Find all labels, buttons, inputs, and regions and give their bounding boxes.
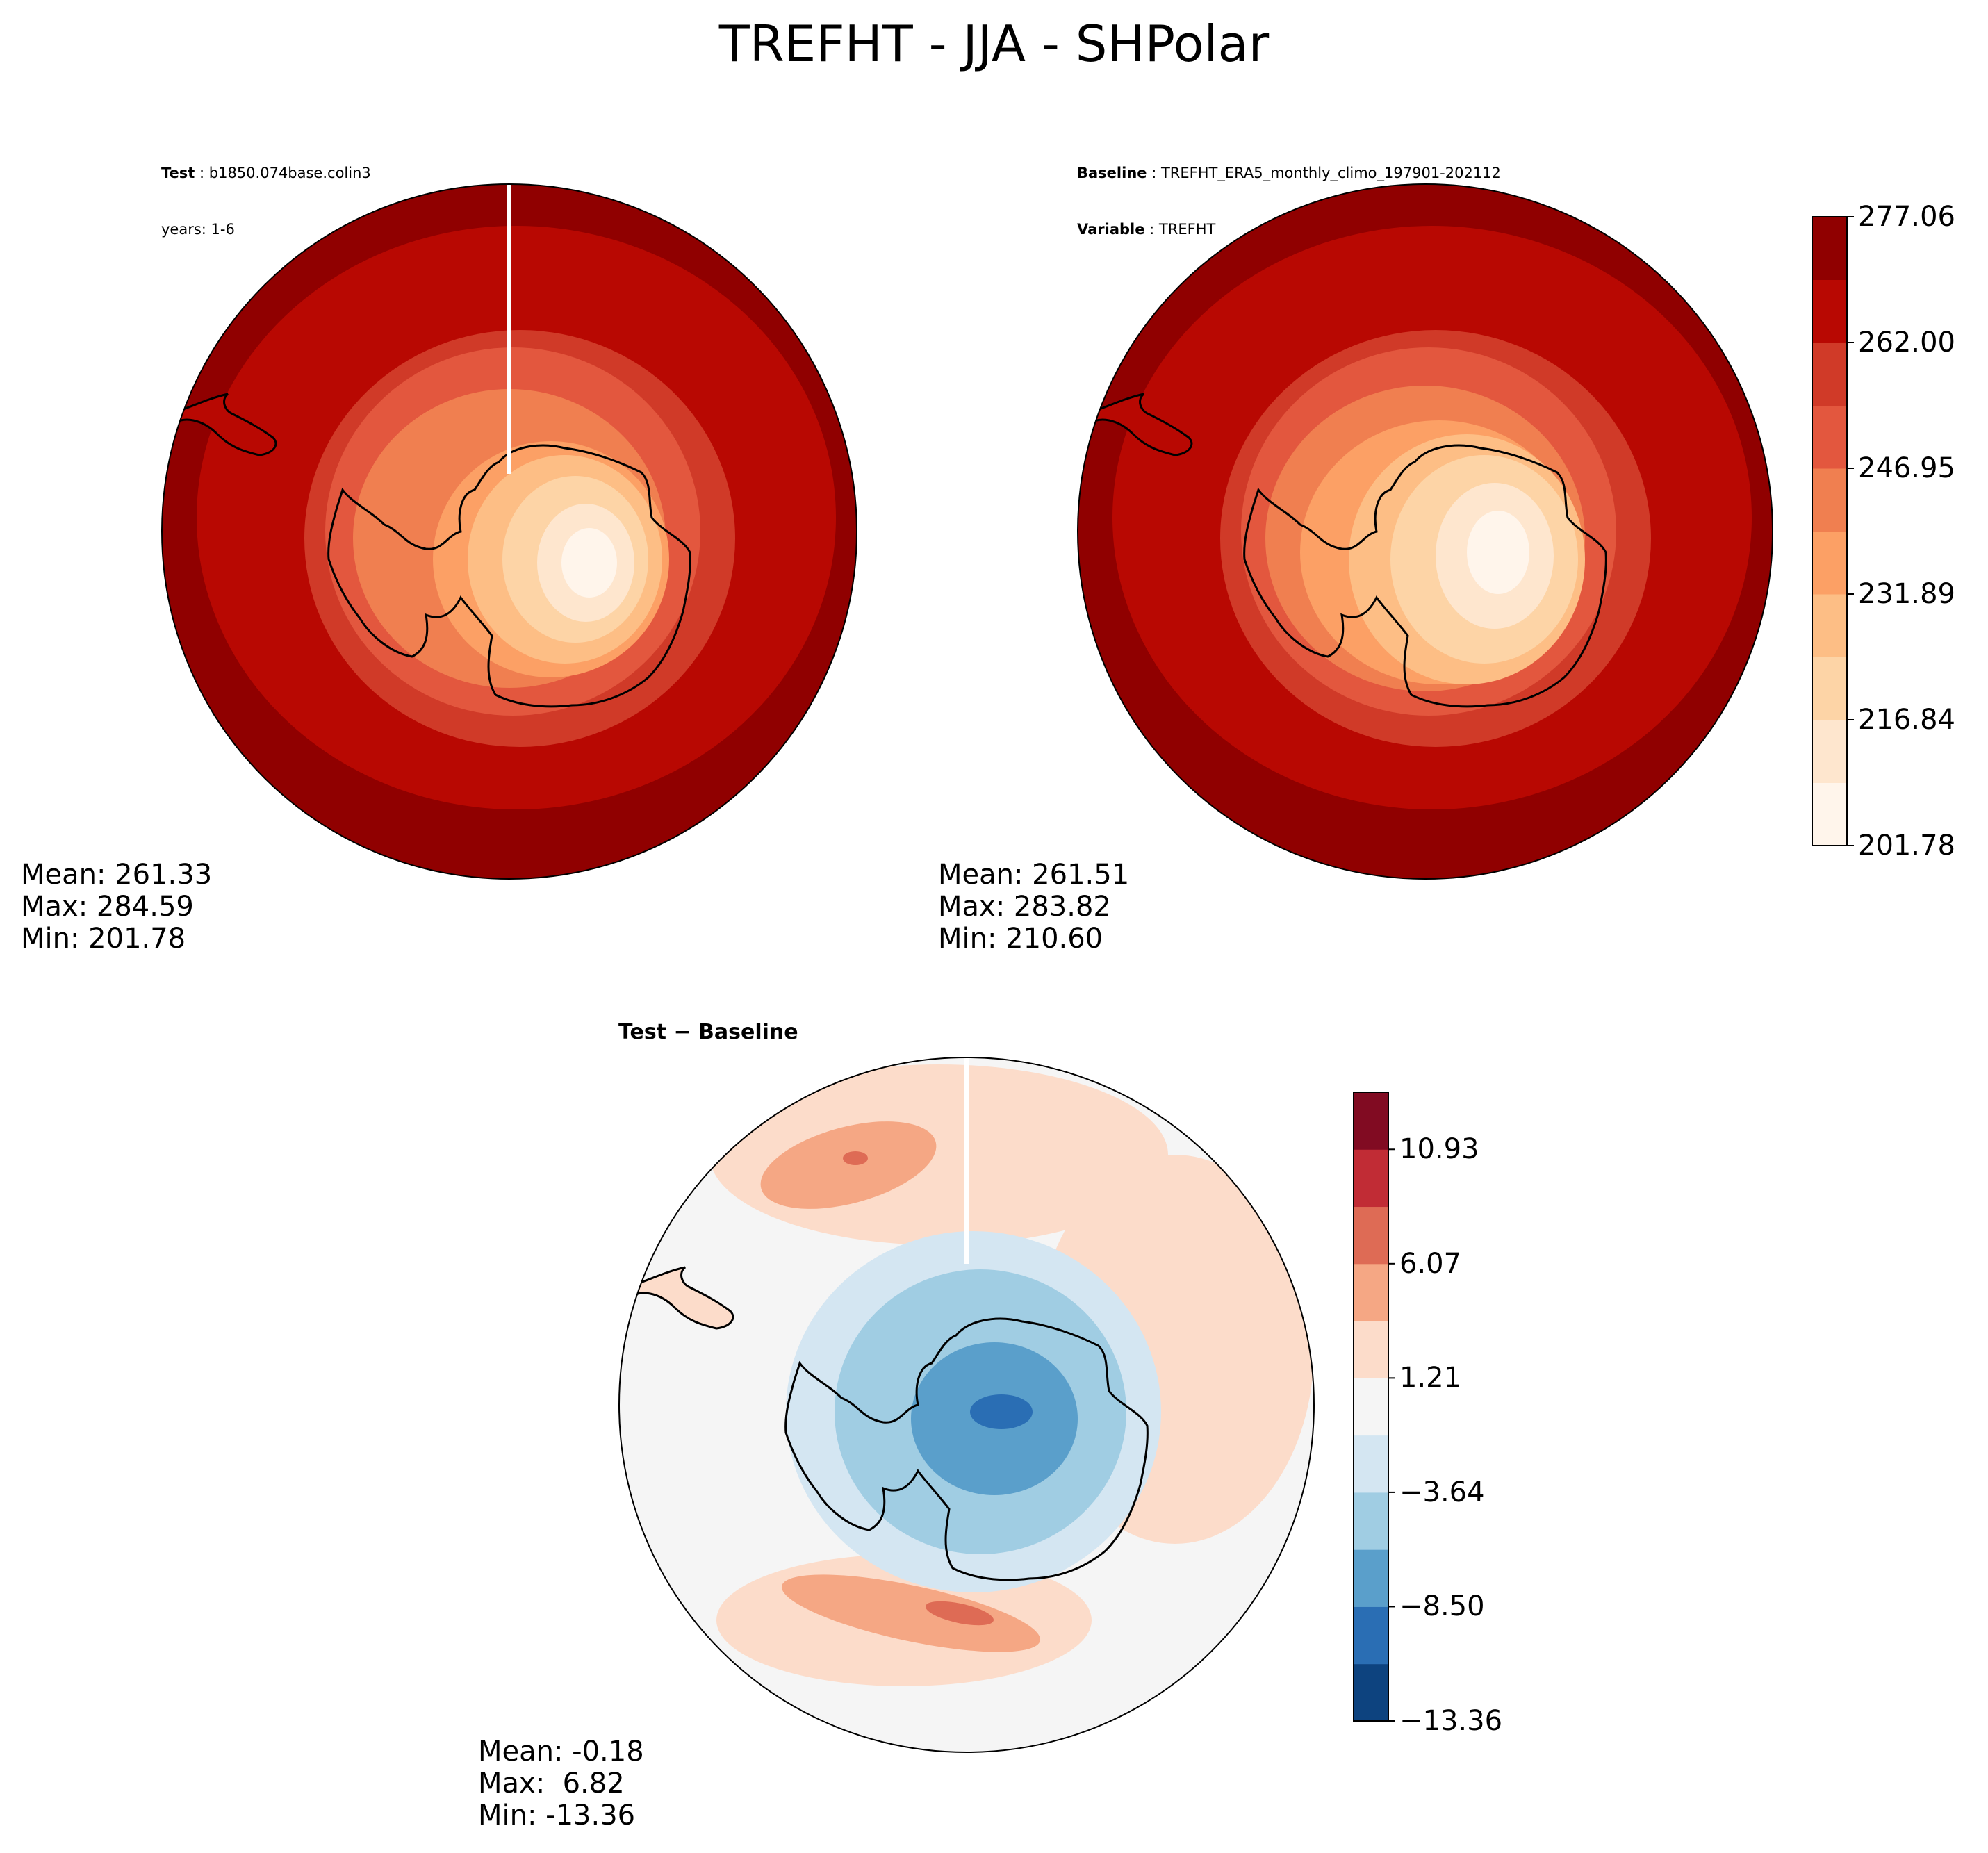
baseline-map	[1077, 183, 1773, 880]
main-colorbar-tick-label: 201.78	[1858, 830, 1955, 862]
main-colorbar-segment	[1812, 405, 1847, 469]
diff-colorbar-segment	[1354, 1149, 1388, 1208]
test-map	[161, 183, 857, 880]
main-colorbar-segment	[1812, 657, 1847, 720]
diff-meridian-seam	[964, 1057, 969, 1264]
test-map-boundary	[161, 183, 857, 880]
diff-colorbar-segment	[1354, 1492, 1388, 1550]
test-mean: Mean: 261.33	[21, 859, 213, 891]
main-colorbar-tick-label: 262.00	[1858, 327, 1955, 359]
main-colorbar-segment	[1812, 468, 1847, 532]
diff-stats: Mean: -0.18 Max: 6.82 Min: -13.36	[478, 1736, 644, 1831]
diff-colorbar-segment	[1354, 1663, 1388, 1722]
diff-title: Test − Baseline	[618, 1020, 798, 1044]
baseline-stats: Mean: 261.51 Max: 283.82 Min: 210.60	[938, 859, 1129, 955]
baseline-map-boundary	[1077, 183, 1773, 880]
main-colorbar-segment	[1812, 343, 1847, 406]
main-colorbar-tick-label: 277.06	[1858, 201, 1955, 233]
diff-positive-south-core	[781, 1574, 1041, 1652]
diff-colorbar-tick-label: −13.36	[1399, 1705, 1503, 1737]
test-band-9	[561, 528, 617, 598]
diff-positive-north-peak	[843, 1151, 868, 1165]
main-colorbar-tick-label: 216.84	[1858, 704, 1955, 736]
test-min: Min: 201.78	[21, 923, 186, 955]
main-colorbar	[1812, 216, 1854, 846]
diff-colorbar-segment	[1354, 1206, 1388, 1265]
main-colorbar-segment	[1812, 720, 1847, 783]
diff-colorbar-segment	[1354, 1092, 1388, 1150]
main-colorbar-frame	[1812, 216, 1848, 846]
diff-colorbar-segment	[1354, 1378, 1388, 1436]
main-colorbar-segment	[1812, 531, 1847, 595]
diff-colorbar-tick-label: −3.64	[1399, 1476, 1485, 1508]
diff-min: Min: -13.36	[478, 1800, 636, 1831]
baseline-case-value: TREFHT_ERA5_monthly_climo_197901-202112	[1160, 165, 1501, 181]
diff-map	[618, 1057, 1315, 1753]
diff-mean: Mean: -0.18	[478, 1736, 644, 1768]
diff-colorbar-tick-label: 6.07	[1399, 1247, 1462, 1280]
baseline-mean: Mean: 261.51	[938, 859, 1130, 891]
baseline-case-label: Baseline	[1077, 165, 1147, 181]
diff-colorbar-segment	[1354, 1435, 1388, 1493]
test-meridian-seam	[507, 184, 511, 474]
baseline-min: Min: 210.60	[938, 923, 1103, 955]
main-colorbar-segment	[1812, 594, 1847, 657]
test-case-annotation: Test : b1850.074base.colin3 years: 1-6	[161, 165, 371, 238]
main-colorbar-tick-label: 231.89	[1858, 578, 1955, 610]
main-colorbar-segment	[1812, 782, 1847, 846]
diff-negative-core	[970, 1394, 1033, 1429]
diff-positive-north-core	[760, 1121, 937, 1209]
diff-positive-south-peak	[926, 1601, 994, 1626]
diff-colorbar-segment	[1354, 1263, 1388, 1321]
diff-colorbar	[1353, 1092, 1395, 1722]
baseline-max: Max: 283.82	[938, 891, 1111, 923]
test-max: Max: 284.59	[21, 891, 194, 923]
main-colorbar-segment	[1812, 217, 1847, 280]
test-years: years: 1-6	[161, 221, 235, 238]
diff-colorbar-tick-label: 1.21	[1399, 1362, 1462, 1394]
diff-colorbar-segment	[1354, 1549, 1388, 1607]
diff-colorbar-segment	[1354, 1321, 1388, 1378]
diff-map-boundary	[618, 1057, 1315, 1753]
baseline-variable-value: TREFHT	[1158, 221, 1216, 238]
diff-colorbar-frame	[1353, 1092, 1389, 1722]
baseline-case-annotation: Baseline : TREFHT_ERA5_monthly_climo_197…	[1077, 165, 1501, 238]
baseline-band-9	[1467, 511, 1529, 594]
figure-title: TREFHT - JJA - SHPolar	[718, 15, 1270, 73]
test-case-label: Test	[161, 165, 195, 181]
main-colorbar-segment	[1812, 279, 1847, 343]
test-stats: Mean: 261.33 Max: 284.59 Min: 201.78	[21, 859, 212, 955]
diff-colorbar-segment	[1354, 1606, 1388, 1665]
diff-max: Max: 6.82	[478, 1768, 625, 1800]
baseline-variable-label: Variable	[1077, 221, 1145, 238]
diff-colorbar-tick-label: 10.93	[1399, 1133, 1479, 1166]
test-case-value: b1850.074base.colin3	[208, 165, 371, 181]
diff-colorbar-tick-label: −8.50	[1399, 1590, 1485, 1623]
main-colorbar-tick-label: 246.95	[1858, 452, 1955, 484]
